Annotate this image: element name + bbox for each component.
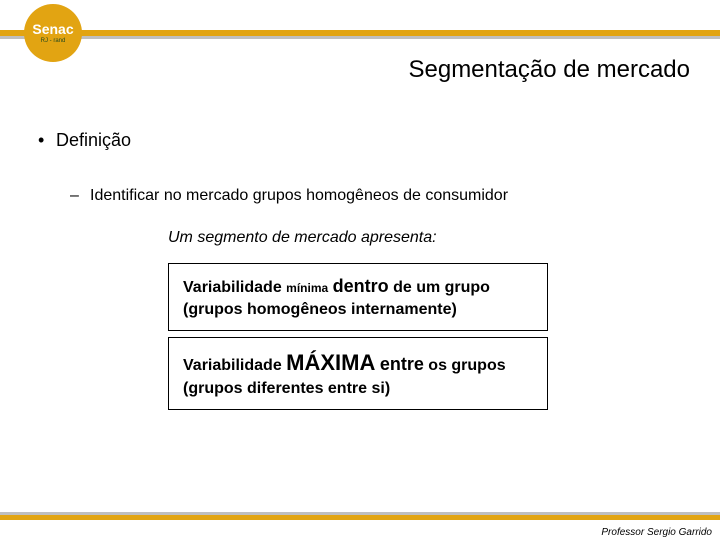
- boxes: Variabilidade mínima dentro de um grupo …: [168, 263, 548, 410]
- box1-dentro: dentro: [333, 276, 389, 296]
- bullet1-text: Definição: [56, 130, 131, 150]
- slide: Senac RJ - rand Segmentação de mercado •…: [0, 0, 720, 540]
- logo-subtext: RJ - rand: [41, 38, 66, 44]
- box1-paren: (grupos homogêneos internamente): [183, 299, 533, 321]
- bullet-dash-icon: –: [70, 187, 90, 205]
- box1-line1: Variabilidade mínima dentro de um grupo: [183, 274, 533, 299]
- bullet-level2: –Identificar no mercado grupos homogêneo…: [70, 187, 720, 205]
- logo-icon: Senac RJ - rand: [24, 4, 82, 62]
- box-minima: Variabilidade mínima dentro de um grupo …: [168, 263, 548, 331]
- bullet2-text: Identificar no mercado grupos homogêneos…: [90, 187, 508, 204]
- header-band-grey: [0, 36, 720, 39]
- page-title: Segmentação de mercado: [408, 56, 690, 84]
- box1-suffix: de um grupo: [389, 279, 490, 296]
- footer-band-gold: [0, 515, 720, 520]
- box2-paren: (grupos diferentes entre si): [183, 378, 533, 400]
- box2-prefix: Variabilidade: [183, 357, 286, 374]
- segment-intro: Um segmento de mercado apresenta:: [168, 229, 720, 247]
- bullet-level1: •Definição: [38, 130, 720, 151]
- box2-maxima: MÁXIMA: [286, 350, 375, 375]
- content: •Definição –Identificar no mercado grupo…: [0, 120, 720, 410]
- box1-minima: mínima: [286, 281, 328, 295]
- bullet-dot-icon: •: [38, 130, 56, 151]
- header-band: [0, 30, 720, 44]
- credit: Professor Sergio Garrido: [601, 527, 712, 538]
- box2-suffix: os grupos: [424, 357, 506, 374]
- box2-entre: entre: [380, 354, 424, 374]
- logo-text: Senac: [32, 22, 73, 36]
- box-maxima: Variabilidade MÁXIMA entre os grupos (gr…: [168, 337, 548, 410]
- box1-prefix: Variabilidade: [183, 279, 286, 296]
- box2-line1: Variabilidade MÁXIMA entre os grupos: [183, 348, 533, 378]
- footer-band: [0, 512, 720, 522]
